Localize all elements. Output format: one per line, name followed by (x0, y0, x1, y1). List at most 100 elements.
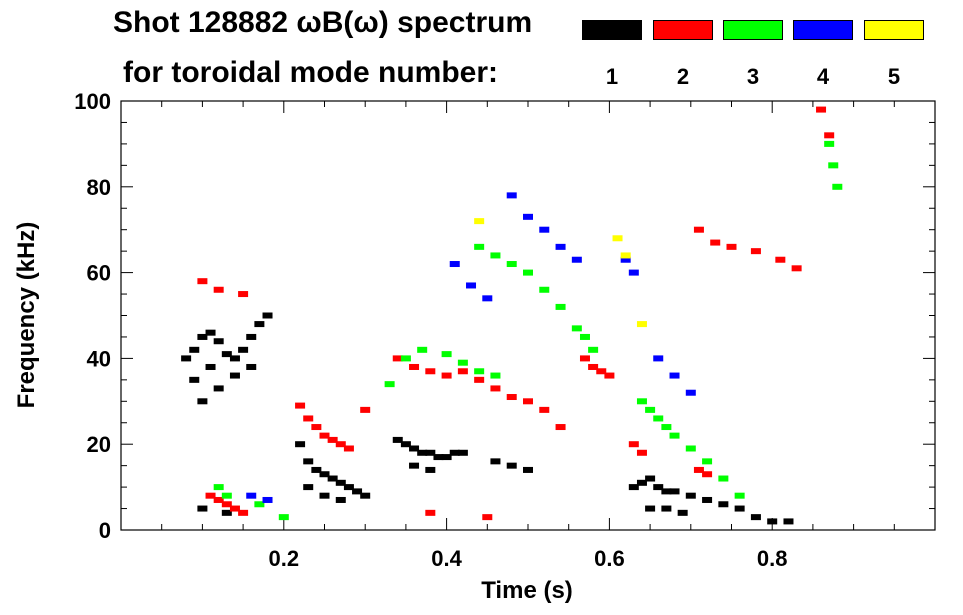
point-mode-3 (571, 325, 582, 332)
x-tick-label: 0.6 (594, 546, 625, 571)
point-mode-1 (628, 484, 639, 491)
legend-swatch-mode-4 (793, 20, 853, 40)
point-mode-4 (482, 295, 493, 302)
y-tick-label: 100 (74, 89, 111, 114)
point-mode-2 (726, 243, 737, 250)
point-mode-2 (710, 239, 721, 246)
y-tick-label: 40 (87, 346, 111, 371)
point-mode-3 (832, 183, 843, 190)
point-mode-1 (425, 449, 436, 456)
point-mode-3 (213, 484, 224, 491)
point-mode-1 (197, 398, 208, 405)
point-mode-2 (482, 514, 493, 521)
y-tick-label: 80 (87, 175, 111, 200)
point-mode-2 (303, 415, 314, 422)
legend-label-mode-5: 5 (887, 64, 901, 89)
point-mode-4 (506, 192, 517, 199)
point-mode-3 (490, 372, 501, 379)
point-mode-1 (335, 479, 346, 486)
point-mode-1 (319, 471, 330, 478)
point-mode-1 (653, 484, 664, 491)
point-mode-2 (335, 441, 346, 448)
point-mode-1 (677, 509, 688, 516)
point-mode-3 (278, 514, 289, 521)
y-tick-label: 60 (87, 261, 111, 286)
point-mode-1 (523, 466, 533, 473)
point-mode-2 (205, 492, 216, 499)
point-mode-1 (238, 346, 249, 353)
point-mode-4 (620, 256, 631, 263)
axis-ticks (121, 100, 935, 531)
legend-swatch-mode-1 (582, 20, 642, 40)
chart-subtitle: for toroidal mode number: (123, 56, 498, 89)
point-mode-1 (319, 492, 330, 499)
point-mode-1 (221, 351, 232, 358)
point-mode-3 (441, 351, 452, 358)
point-mode-2 (702, 471, 713, 478)
point-mode-2 (596, 368, 607, 375)
data-points (181, 106, 843, 525)
point-mode-5 (620, 252, 631, 259)
point-mode-1 (303, 484, 314, 491)
point-mode-3 (579, 333, 590, 340)
point-mode-1 (392, 436, 403, 443)
point-mode-2 (750, 248, 761, 255)
legend-label-mode-3: 3 (746, 64, 760, 89)
point-mode-1 (636, 479, 647, 486)
point-mode-1 (213, 385, 224, 392)
point-mode-3 (506, 261, 517, 268)
point-mode-2 (229, 505, 240, 512)
point-mode-1 (441, 454, 452, 461)
point-mode-3 (384, 381, 395, 388)
point-mode-1 (449, 449, 460, 456)
point-mode-3 (539, 286, 550, 293)
point-mode-1 (417, 449, 428, 456)
point-mode-1 (213, 338, 224, 345)
point-mode-2 (392, 355, 403, 362)
point-mode-4 (539, 226, 550, 233)
point-mode-4 (523, 213, 533, 220)
point-mode-3 (669, 432, 680, 439)
point-mode-1 (661, 505, 672, 512)
point-mode-3 (474, 368, 485, 375)
point-mode-3 (702, 458, 713, 465)
point-mode-2 (221, 501, 232, 508)
point-mode-2 (295, 402, 306, 409)
point-mode-1 (181, 355, 192, 362)
point-mode-1 (262, 312, 273, 319)
point-mode-3 (523, 269, 533, 276)
point-mode-2 (628, 441, 639, 448)
point-mode-4 (262, 496, 273, 503)
point-mode-5 (474, 218, 485, 225)
point-mode-1 (229, 355, 240, 362)
x-tick-label: 0.4 (431, 546, 462, 571)
point-mode-2 (693, 226, 704, 233)
point-mode-3 (824, 140, 835, 147)
point-mode-2 (539, 406, 550, 413)
y-axis-label: Frequency (kHz) (13, 222, 40, 409)
point-mode-3 (718, 475, 729, 482)
plot-frame (120, 100, 936, 531)
point-mode-1 (645, 475, 656, 482)
point-mode-2 (636, 449, 647, 456)
point-mode-2 (816, 106, 827, 113)
point-mode-1 (400, 441, 411, 448)
series-mode-3 (213, 140, 843, 521)
point-mode-1 (335, 496, 346, 503)
series-mode-2 (197, 106, 835, 521)
y-tick-label: 20 (87, 432, 111, 457)
point-mode-2 (490, 385, 501, 392)
legend-label-mode-4: 4 (816, 64, 830, 89)
point-mode-1 (205, 363, 216, 370)
x-tick-label: 0.2 (269, 546, 300, 571)
point-mode-3 (828, 162, 839, 169)
point-mode-1 (433, 454, 444, 461)
point-mode-5 (636, 321, 647, 328)
x-axis-label: Time (s) (481, 577, 573, 604)
legend-label-mode-2: 2 (676, 64, 690, 89)
point-mode-3 (254, 501, 265, 508)
y-tick-label: 0 (99, 518, 111, 543)
legend-label-mode-1: 1 (605, 64, 619, 89)
point-mode-2 (441, 372, 452, 379)
point-mode-1 (661, 488, 672, 495)
